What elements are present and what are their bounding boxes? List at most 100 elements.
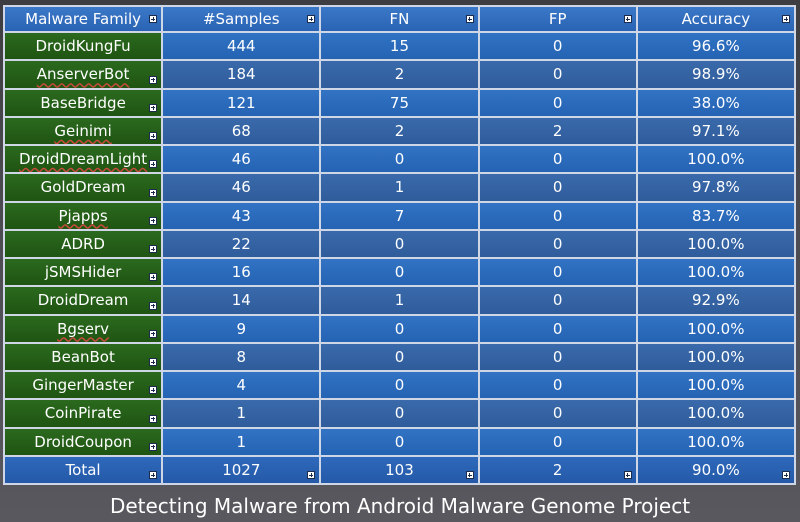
cell-fp[interactable]: 0 — [479, 89, 636, 116]
cell-fp[interactable]: 0 — [479, 400, 636, 427]
cell-fn[interactable]: 75 — [321, 89, 478, 116]
cell-fp[interactable]: 0 — [479, 33, 636, 60]
cell-fp[interactable]: 0 — [479, 230, 636, 257]
cell-fn[interactable]: 0 — [321, 400, 478, 427]
total-accuracy[interactable]: 90.0% — [637, 456, 794, 483]
cell-samples[interactable]: 43 — [163, 202, 320, 229]
cell-accuracy[interactable]: 98.9% — [637, 61, 794, 88]
plus-square-icon[interactable] — [623, 15, 632, 23]
cell-accuracy[interactable]: 92.9% — [637, 287, 794, 314]
cell-family[interactable]: DroidDream — [5, 287, 162, 314]
cell-accuracy[interactable]: 100.0% — [637, 372, 794, 399]
plus-square-icon[interactable] — [149, 245, 158, 253]
column-header-samples[interactable]: #Samples — [163, 7, 320, 31]
cell-fp[interactable]: 0 — [479, 61, 636, 88]
cell-samples[interactable]: 46 — [163, 146, 320, 173]
cell-fp[interactable]: 0 — [479, 287, 636, 314]
plus-square-icon[interactable] — [465, 471, 474, 479]
cell-fp[interactable]: 0 — [479, 174, 636, 201]
cell-family[interactable]: DroidCoupon — [5, 428, 162, 455]
plus-square-icon[interactable] — [149, 188, 158, 197]
plus-square-icon[interactable] — [149, 471, 158, 479]
plus-square-icon[interactable] — [149, 75, 158, 84]
plus-square-icon[interactable] — [149, 103, 158, 112]
plus-square-icon[interactable] — [149, 358, 158, 366]
cell-fn[interactable]: 2 — [321, 61, 478, 88]
cell-accuracy[interactable]: 100.0% — [637, 343, 794, 370]
cell-family[interactable]: Geinimi — [5, 117, 162, 144]
cell-samples[interactable]: 68 — [163, 117, 320, 144]
plus-square-icon[interactable] — [149, 386, 158, 395]
cell-family[interactable]: BeanBot — [5, 343, 162, 370]
cell-accuracy[interactable]: 97.1% — [637, 117, 794, 144]
cell-samples[interactable]: 14 — [163, 287, 320, 314]
cell-fn[interactable]: 0 — [321, 372, 478, 399]
cell-samples[interactable]: 16 — [163, 259, 320, 286]
cell-fn[interactable]: 1 — [321, 174, 478, 201]
cell-family[interactable]: ADRD — [5, 230, 162, 257]
cell-fp[interactable]: 0 — [479, 428, 636, 455]
cell-samples[interactable]: 8 — [163, 343, 320, 370]
cell-accuracy[interactable]: 100.0% — [637, 428, 794, 455]
cell-fn[interactable]: 15 — [321, 33, 478, 60]
plus-square-icon[interactable] — [149, 329, 158, 338]
cell-family[interactable]: Pjapps — [5, 202, 162, 229]
cell-family[interactable]: CoinPirate — [5, 400, 162, 427]
plus-square-icon[interactable] — [149, 273, 158, 282]
cell-fp[interactable]: 2 — [479, 117, 636, 144]
plus-square-icon[interactable] — [307, 15, 316, 23]
column-header-fn[interactable]: FN — [321, 7, 478, 31]
plus-square-icon[interactable] — [149, 132, 158, 140]
plus-square-icon[interactable] — [782, 471, 790, 479]
cell-accuracy[interactable]: 100.0% — [637, 259, 794, 286]
cell-samples[interactable]: 444 — [163, 33, 320, 60]
cell-accuracy[interactable]: 100.0% — [637, 400, 794, 427]
cell-accuracy[interactable]: 96.6% — [637, 33, 794, 60]
plus-square-icon[interactable] — [307, 471, 316, 479]
total-fn[interactable]: 103 — [321, 456, 478, 483]
cell-fn[interactable]: 1 — [321, 287, 478, 314]
cell-samples[interactable]: 22 — [163, 230, 320, 257]
cell-accuracy[interactable]: 83.7% — [637, 202, 794, 229]
plus-square-icon[interactable] — [149, 160, 158, 169]
cell-samples[interactable]: 1 — [163, 428, 320, 455]
cell-family[interactable]: GingerMaster — [5, 372, 162, 399]
cell-samples[interactable]: 4 — [163, 372, 320, 399]
cell-family[interactable]: DroidKungFu — [5, 33, 162, 60]
cell-fn[interactable]: 0 — [321, 315, 478, 342]
cell-fp[interactable]: 0 — [479, 259, 636, 286]
cell-fn[interactable]: 2 — [321, 117, 478, 144]
cell-fn[interactable]: 0 — [321, 259, 478, 286]
total-fp[interactable]: 2 — [479, 456, 636, 483]
cell-fn[interactable]: 7 — [321, 202, 478, 229]
plus-square-icon[interactable] — [149, 216, 158, 225]
cell-samples[interactable]: 121 — [163, 89, 320, 116]
cell-accuracy[interactable]: 97.8% — [637, 174, 794, 201]
cell-fp[interactable]: 0 — [479, 315, 636, 342]
plus-square-icon[interactable] — [149, 15, 158, 23]
plus-square-icon[interactable] — [149, 414, 158, 423]
cell-fp[interactable]: 0 — [479, 146, 636, 173]
column-header-family[interactable]: Malware Family — [5, 7, 162, 31]
cell-accuracy[interactable]: 100.0% — [637, 146, 794, 173]
plus-square-icon[interactable] — [149, 442, 158, 451]
cell-samples[interactable]: 46 — [163, 174, 320, 201]
cell-family[interactable]: AnserverBot — [5, 61, 162, 88]
cell-family[interactable]: GoldDream — [5, 174, 162, 201]
cell-accuracy[interactable]: 100.0% — [637, 315, 794, 342]
plus-square-icon[interactable] — [623, 471, 632, 479]
cell-accuracy[interactable]: 38.0% — [637, 89, 794, 116]
cell-fp[interactable]: 0 — [479, 343, 636, 370]
cell-family[interactable]: jSMSHider — [5, 259, 162, 286]
cell-samples[interactable]: 1 — [163, 400, 320, 427]
cell-family[interactable]: DroidDreamLight — [5, 146, 162, 173]
cell-samples[interactable]: 9 — [163, 315, 320, 342]
cell-fn[interactable]: 0 — [321, 428, 478, 455]
total-samples[interactable]: 1027 — [163, 456, 320, 483]
cell-family[interactable]: BaseBridge — [5, 89, 162, 116]
cell-fn[interactable]: 0 — [321, 230, 478, 257]
plus-square-icon[interactable] — [149, 301, 158, 310]
cell-accuracy[interactable]: 100.0% — [637, 230, 794, 257]
cell-fp[interactable]: 0 — [479, 202, 636, 229]
column-header-fp[interactable]: FP — [479, 7, 636, 31]
